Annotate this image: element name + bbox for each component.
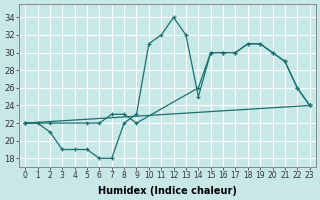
X-axis label: Humidex (Indice chaleur): Humidex (Indice chaleur) xyxy=(98,186,237,196)
